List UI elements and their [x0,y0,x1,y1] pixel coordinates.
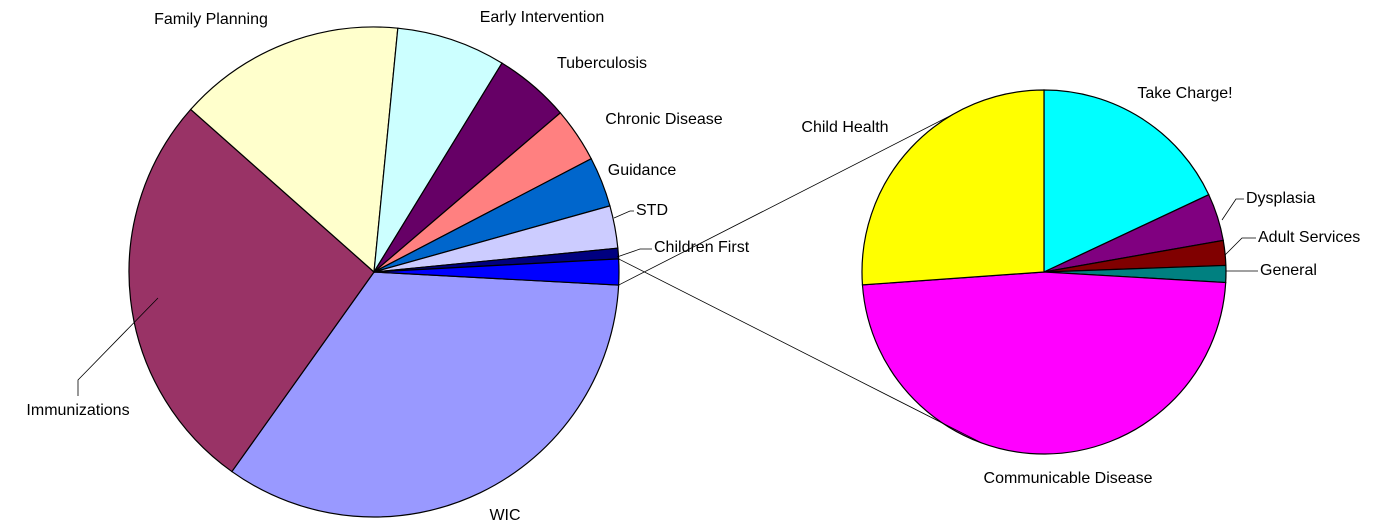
slice-label: Communicable Disease [984,470,1153,487]
leader-line [77,297,159,396]
pie-slice [373,27,503,273]
slice-label: Chronic Disease [605,111,722,128]
connector-line [618,114,954,286]
slice-label: Early Intervention [480,9,605,26]
pie-slice [1043,89,1210,273]
leader-line [1221,198,1244,221]
slice-label: Dysplasia [1246,190,1315,207]
slice-label: Guidance [608,162,677,179]
leader-line [1224,237,1256,256]
slice-label: Adult Services [1258,229,1360,246]
slice-label: Children First [654,239,750,256]
slice-label: WIC [489,507,520,524]
leader-line [613,210,634,219]
slice-label: Tuberculosis [557,55,647,72]
pie-slice [861,271,1227,455]
pie-slice [231,271,620,518]
slice-label: Child Health [801,119,888,136]
slice-label: Take Charge! [1137,85,1232,102]
slice-label: Immunizations [26,402,129,419]
pie-slice [861,89,1045,286]
connector-line [618,258,982,444]
slice-label: Family Planning [154,11,268,28]
slice-label: General [1260,262,1317,279]
leader-line [616,248,652,258]
pie-slice [189,26,399,274]
slice-label: STD [636,202,668,219]
pie-slice [128,108,375,473]
